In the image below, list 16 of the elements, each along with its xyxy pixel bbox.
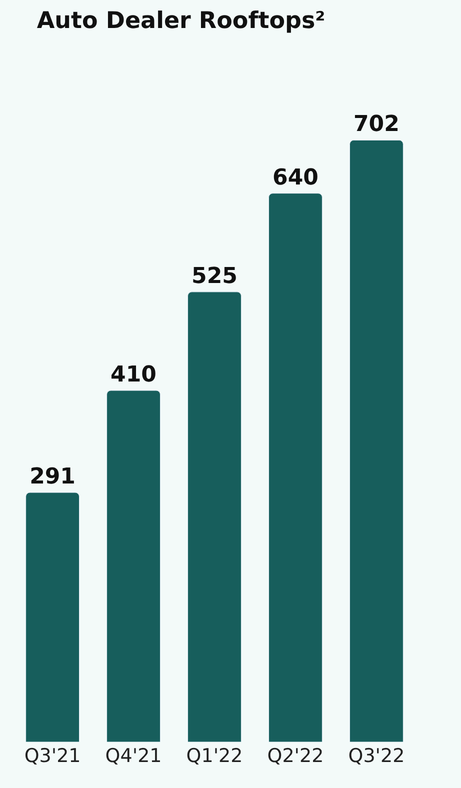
bar [106, 390, 160, 742]
x-tick-label: Q2'22 [267, 745, 324, 767]
bar [349, 140, 404, 742]
bar [26, 492, 80, 742]
chart-title: Auto Dealer Rooftops² [36, 8, 326, 34]
data-label: 291 [30, 464, 76, 490]
data-label: 525 [192, 264, 238, 289]
x-tick-label: Q4'21 [105, 745, 162, 767]
bar [268, 193, 322, 742]
x-tick-label: Q1'22 [186, 745, 243, 767]
x-tick-label: Q3'21 [24, 745, 81, 767]
bar [188, 292, 242, 742]
data-label: 640 [272, 165, 318, 190]
data-label: 410 [110, 362, 156, 388]
data-label: 702 [353, 112, 400, 138]
x-tick-label: Q3'22 [348, 745, 405, 767]
